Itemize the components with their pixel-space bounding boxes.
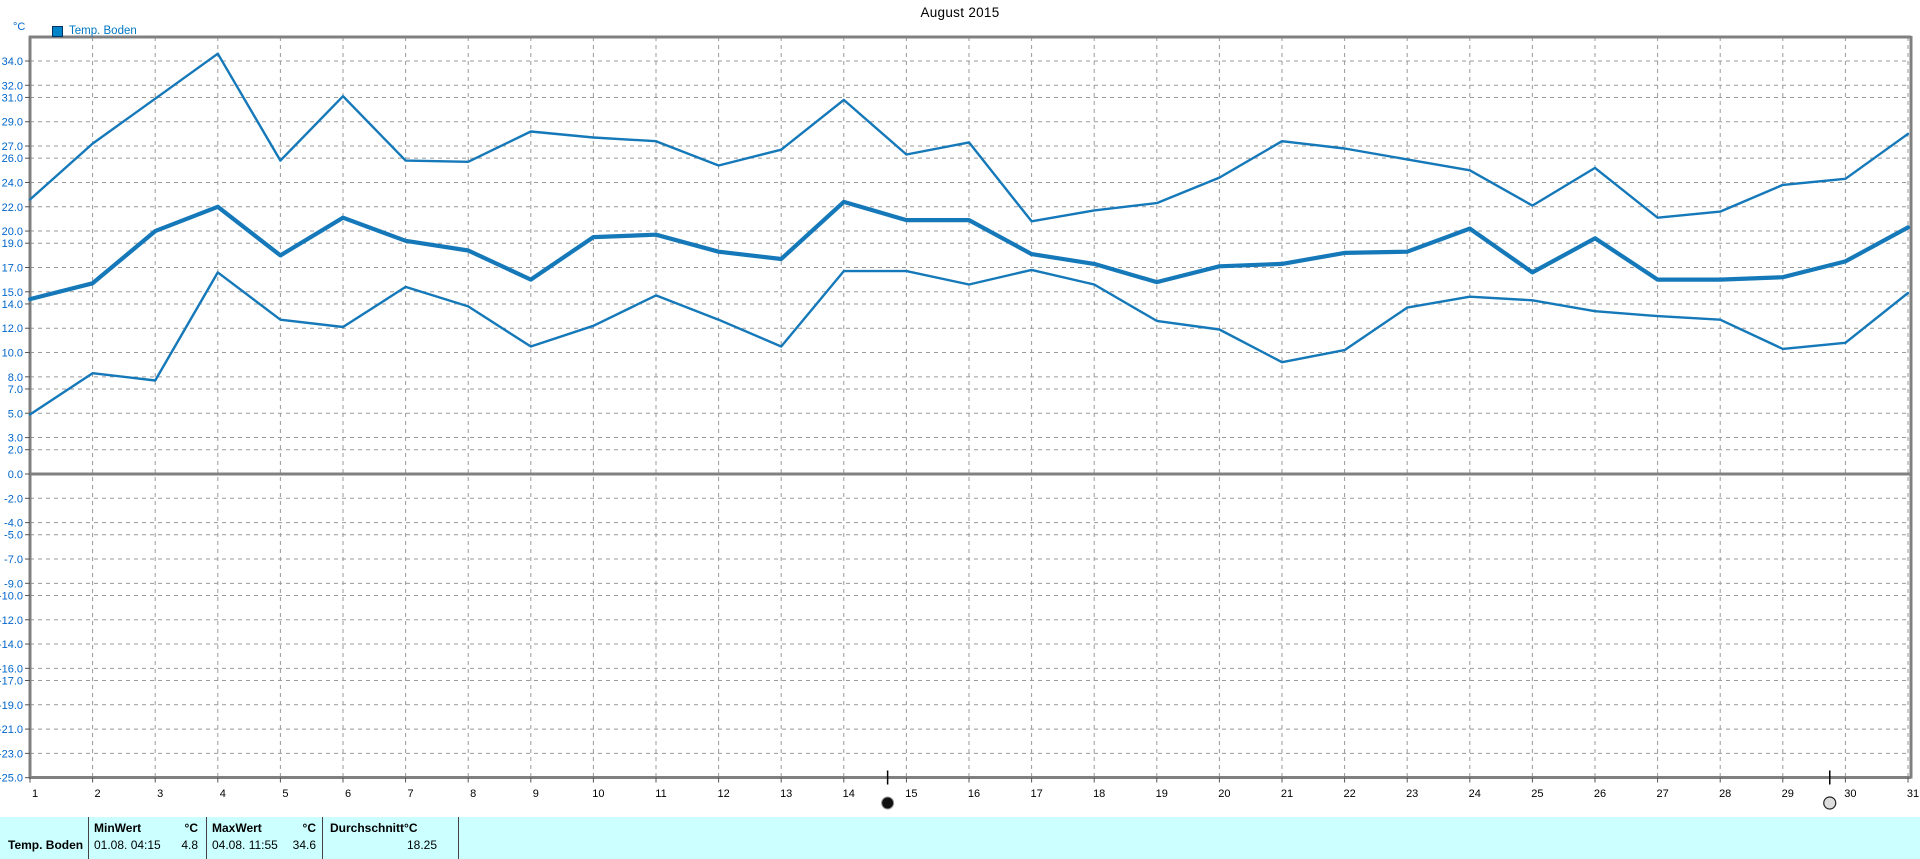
x-tick-label: 27 [1656, 788, 1668, 800]
y-tick-label: -14.0 [0, 639, 23, 651]
stats-row-label: Temp. Boden [8, 838, 84, 852]
legend-label: Temp. Boden [69, 25, 137, 37]
x-tick-label: 31 [1907, 788, 1919, 800]
y-axis-unit-label: °C [13, 21, 26, 33]
x-tick-label: 6 [345, 788, 351, 800]
x-tick-label: 4 [220, 788, 226, 800]
legend-swatch-icon [52, 25, 63, 37]
y-tick-label: 31.0 [2, 92, 23, 104]
page-title: August 2015 [920, 5, 1000, 20]
y-tick-label: 20.0 [2, 226, 23, 238]
y-tick-label: 3.0 [8, 433, 23, 445]
minwert-timestamp: 01.08. 04:15 [94, 838, 161, 852]
plot-area: 34.032.031.029.027.026.024.022.020.019.0… [0, 35, 1919, 810]
y-tick-label: -21.0 [0, 724, 23, 736]
stats-separator [88, 817, 89, 859]
series-avg-line [27, 199, 1911, 302]
full-moon-icon [1823, 796, 1837, 810]
x-tick-label: 15 [905, 788, 917, 800]
y-tick-label: 34.0 [2, 56, 23, 68]
y-tick-label: -16.0 [0, 663, 23, 675]
x-tick-label: 18 [1093, 788, 1105, 800]
y-tick-label: -7.0 [4, 554, 23, 566]
y-tick-label: -12.0 [0, 615, 23, 627]
maxwert-header: MaxWert [212, 821, 262, 835]
x-tick-label: 7 [408, 788, 414, 800]
y-tick-label: 14.0 [2, 299, 23, 311]
maxwert-value: 34.6 [292, 838, 316, 852]
y-tick-label: -17.0 [0, 675, 23, 687]
y-tick-label: 7.0 [8, 384, 23, 396]
y-tick-label: 27.0 [2, 141, 23, 153]
y-tick-label: 26.0 [2, 153, 23, 165]
x-tick-label: 20 [1218, 788, 1230, 800]
y-tick-label: 32.0 [2, 80, 23, 92]
stats-col-maxwert: MaxWert °C 04.08. 11:55 34.6 [212, 817, 316, 859]
y-tick-label: -10.0 [0, 590, 23, 602]
x-tick-label: 14 [843, 788, 855, 800]
y-tick-label: -9.0 [4, 578, 23, 590]
stats-col-durchschnitt: Durchschnitt °C 18.25 [330, 817, 437, 859]
y-tick-label: 17.0 [2, 263, 23, 275]
x-tick-label: 8 [470, 788, 476, 800]
x-tick-label: 13 [780, 788, 792, 800]
x-tick-label: 16 [968, 788, 980, 800]
y-tick-label: 24.0 [2, 177, 23, 189]
y-tick-label: 0.0 [8, 469, 23, 481]
y-tick-label: 8.0 [8, 372, 23, 384]
x-tick-label: 10 [592, 788, 604, 800]
stats-table: Temp. Boden MinWert °C 01.08. 04:15 4.8 … [0, 817, 1920, 859]
series-max-line [28, 52, 1910, 223]
series-min-line [28, 268, 1910, 416]
x-tick-label: 30 [1844, 788, 1856, 800]
x-tick-label: 1 [32, 788, 38, 800]
x-tick-label: 25 [1531, 788, 1543, 800]
y-tick-label: 15.0 [2, 287, 23, 299]
x-tick-label: 2 [95, 788, 101, 800]
y-tick-label: -4.0 [4, 518, 23, 530]
x-tick-label: 26 [1594, 788, 1606, 800]
y-tick-label: 29.0 [2, 117, 23, 129]
y-tick-label: -2.0 [4, 493, 23, 505]
x-tick-label: 28 [1719, 788, 1731, 800]
y-tick-label: 10.0 [2, 348, 23, 360]
durchschnitt-unit: °C [404, 821, 418, 835]
durchschnitt-value: 18.25 [406, 838, 437, 852]
x-tick-label: 19 [1156, 788, 1168, 800]
y-tick-label: 12.0 [2, 323, 23, 335]
y-tick-label: -23.0 [0, 748, 23, 760]
stats-separator [322, 817, 323, 859]
x-tick-label: 17 [1030, 788, 1042, 800]
y-tick-label: -19.0 [0, 700, 23, 712]
x-tick-label: 3 [157, 788, 163, 800]
y-tick-label: -25.0 [0, 773, 23, 785]
minwert-header: MinWert [94, 821, 142, 835]
maxwert-timestamp: 04.08. 11:55 [212, 838, 278, 852]
y-tick-label: 5.0 [8, 408, 23, 420]
x-tick-label: 22 [1343, 788, 1355, 800]
x-tick-label: 11 [655, 788, 666, 800]
x-tick-label: 9 [533, 788, 539, 800]
minwert-value: 4.8 [181, 838, 198, 852]
maxwert-unit: °C [302, 821, 316, 835]
y-tick-label: 2.0 [8, 445, 23, 457]
minwert-unit: °C [184, 821, 198, 835]
y-tick-label: 19.0 [2, 238, 23, 250]
legend[interactable]: Temp. Boden [52, 25, 137, 37]
y-tick-label: -5.0 [4, 530, 23, 542]
stats-separator [458, 817, 459, 859]
x-tick-label: 5 [282, 788, 288, 800]
x-tick-label: 12 [717, 788, 729, 800]
x-tick-label: 24 [1469, 788, 1481, 800]
durchschnitt-header: Durchschnitt [330, 821, 405, 835]
x-tick-label: 21 [1281, 788, 1293, 800]
x-tick-label: 29 [1782, 788, 1794, 800]
new-moon-icon [881, 796, 895, 810]
x-tick-label: 23 [1406, 788, 1418, 800]
stats-col-minwert: MinWert °C 01.08. 04:15 4.8 [94, 817, 198, 859]
y-tick-label: 22.0 [2, 202, 23, 214]
stats-separator [206, 817, 207, 859]
